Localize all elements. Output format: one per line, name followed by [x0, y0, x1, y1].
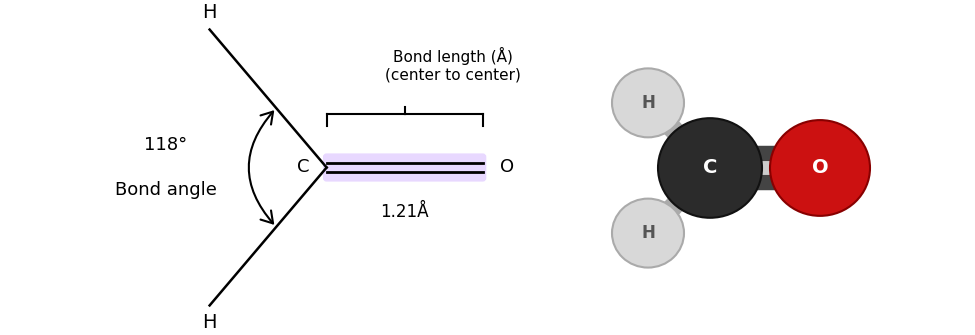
- Text: H: H: [642, 94, 655, 112]
- Circle shape: [770, 120, 870, 216]
- Text: C: C: [703, 158, 718, 178]
- Text: O: O: [811, 158, 829, 178]
- Text: O: O: [500, 158, 514, 177]
- Circle shape: [612, 68, 684, 137]
- Text: C: C: [296, 158, 309, 177]
- FancyBboxPatch shape: [324, 154, 486, 181]
- Text: H: H: [203, 3, 216, 22]
- Text: Bond length (Å)
(center to center): Bond length (Å) (center to center): [385, 47, 522, 82]
- Text: H: H: [203, 313, 216, 332]
- FancyArrowPatch shape: [249, 112, 273, 223]
- Text: Bond angle: Bond angle: [115, 181, 216, 199]
- Text: 1.21Å: 1.21Å: [380, 203, 429, 221]
- Text: H: H: [642, 224, 655, 242]
- Circle shape: [612, 199, 684, 268]
- Text: 118°: 118°: [144, 136, 187, 154]
- Circle shape: [658, 118, 762, 218]
